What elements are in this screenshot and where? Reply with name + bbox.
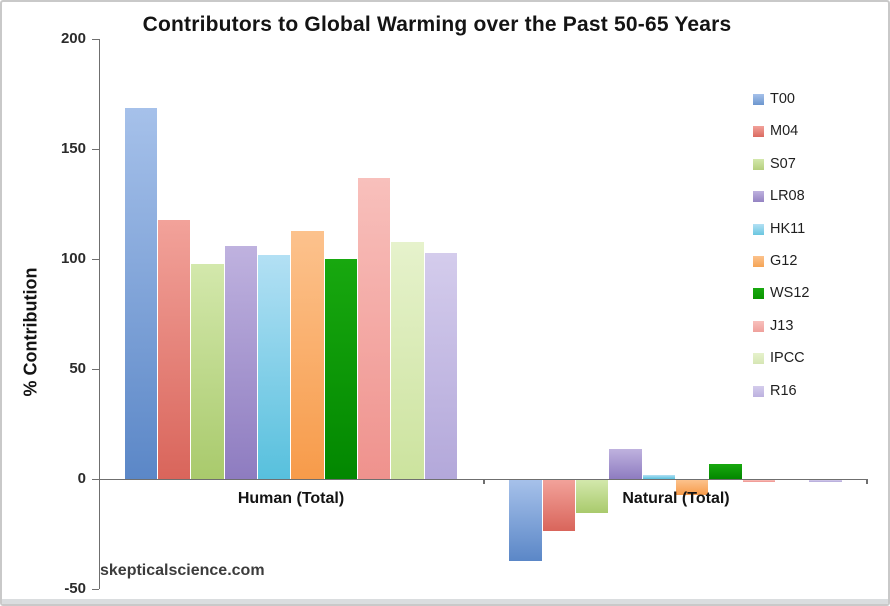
bottom-shade <box>2 599 888 604</box>
y-axis-tick <box>91 588 99 591</box>
legend-label: S07 <box>770 155 796 172</box>
legend-item-m04: M04 <box>753 123 823 143</box>
bar-lr08-natural <box>609 448 642 480</box>
legend-item-ws12: WS12 <box>753 285 823 305</box>
bar-j13-natural <box>742 480 775 483</box>
legend-label: T00 <box>770 91 795 107</box>
legend-swatch <box>753 256 764 267</box>
bar-m04-natural <box>542 480 575 531</box>
legend-item-j13: J13 <box>753 318 823 338</box>
bar-t00-human <box>124 107 157 480</box>
y-axis-tick <box>91 38 99 41</box>
legend-label: R16 <box>770 382 797 399</box>
bar-r16-natural <box>809 480 842 483</box>
legend-item-s07: S07 <box>753 156 823 176</box>
bar-g12-human <box>291 230 324 480</box>
legend-item-lr08: LR08 <box>753 188 823 208</box>
y-axis-tick <box>91 148 99 151</box>
legend-label: M04 <box>770 123 799 140</box>
bar-ws12-human <box>324 259 357 480</box>
x-axis-tick <box>98 479 100 485</box>
legend-item-hk11: HK11 <box>753 221 823 241</box>
legend-label: HK11 <box>770 220 806 237</box>
watermark: skepticalscience.com <box>100 562 265 579</box>
legend-label: IPCC <box>770 350 805 367</box>
legend-item-r16: R16 <box>753 383 823 403</box>
legend-swatch <box>753 320 764 332</box>
legend-item-ipcc: IPCC <box>753 350 823 370</box>
bar-j13-human <box>357 177 391 480</box>
y-axis-tick <box>91 368 99 371</box>
legend-label: J13 <box>770 317 794 334</box>
y-axis-tick <box>91 478 99 481</box>
y-axis-line <box>98 39 100 590</box>
bar-t00-natural <box>509 480 542 562</box>
y-tick-label: 50 <box>69 360 86 378</box>
legend-item-t00: T00 <box>753 91 823 111</box>
legend-swatch <box>753 288 764 300</box>
bar-lr08-human <box>224 246 257 480</box>
legend-swatch <box>753 385 764 397</box>
legend-swatch <box>753 223 764 235</box>
bar-hk11-natural <box>642 474 675 480</box>
legend-swatch <box>753 353 764 365</box>
legend-label: WS12 <box>770 285 810 302</box>
legend-label: LR08 <box>770 188 805 205</box>
x-axis-tick <box>866 479 868 485</box>
legend-swatch <box>753 126 764 138</box>
y-tick-label: 100 <box>60 250 86 268</box>
chart-title: Contributors to Global Warming over the … <box>142 13 732 36</box>
bar-s07-natural <box>575 480 609 513</box>
legend-label: G12 <box>770 253 798 269</box>
y-tick-label: 200 <box>60 30 86 48</box>
bar-m04-human <box>157 219 191 480</box>
bar-hk11-human <box>257 254 291 480</box>
bar-r16-human <box>424 252 457 480</box>
legend-item-g12: G12 <box>753 253 823 273</box>
bar-ipcc-human <box>391 241 424 480</box>
category-label-natural: Natural (Total) <box>622 490 730 507</box>
y-tick-label: -50 <box>64 580 86 598</box>
bar-g12-natural <box>675 480 709 496</box>
y-tick-label: 150 <box>60 140 86 158</box>
legend-swatch <box>753 94 764 105</box>
category-label-human: Human (Total) <box>237 490 345 507</box>
y-tick-label: 0 <box>77 470 86 488</box>
y-axis-tick <box>91 258 99 261</box>
legend-swatch <box>753 158 764 170</box>
legend-swatch <box>753 191 764 203</box>
x-axis-tick <box>483 479 485 485</box>
bar-s07-human <box>191 263 224 480</box>
bar-ws12-natural <box>709 463 742 480</box>
